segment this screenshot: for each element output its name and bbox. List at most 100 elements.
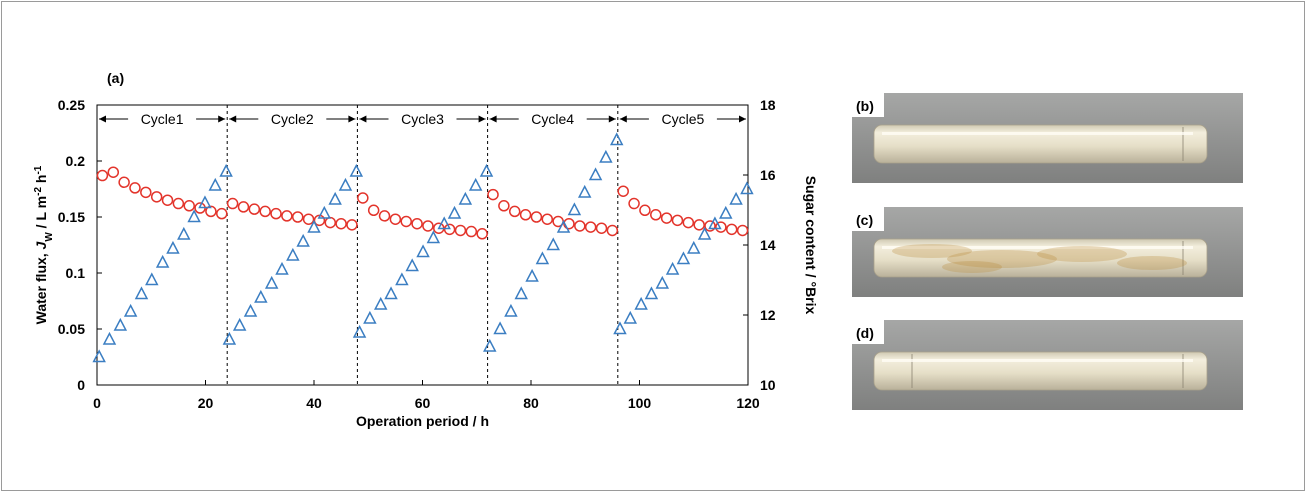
brix-point [416,244,430,258]
flux-point [367,204,380,217]
flux-point [248,203,261,215]
flux-point [628,197,640,210]
brix-point [479,163,494,177]
brix-point [708,216,722,230]
flux-point [639,204,651,217]
brix-point [514,286,528,300]
y-tick-label: 0.15 [58,209,85,225]
brix-point [719,205,733,219]
flux-point [595,222,608,234]
brix-point [395,272,409,286]
flux-point [140,186,152,199]
flux-point [606,224,619,237]
brix-point [208,177,223,191]
cycle-label-bg [258,110,327,128]
x-axis-label: Operation period / h [356,413,489,429]
flux-point [725,223,738,236]
flux-point [682,216,695,229]
flux-point [378,210,391,222]
y-axis-label: Water flux, JW / L m-2 h-1 [33,165,55,324]
brix-point [740,181,754,195]
flux-point [487,188,499,201]
flux-point [476,228,488,240]
flux-point [465,225,478,238]
flux-point [216,207,228,220]
panel-label: (a) [107,70,124,86]
brix-point [275,261,289,275]
tube [873,124,1208,164]
y-axis-label-part: h [33,175,49,187]
flux-point [357,192,369,204]
stain [1117,256,1187,270]
brix-point [102,331,117,345]
y-axis-label-part: / L m [33,196,49,232]
tube-highlight [882,132,1193,135]
brix-point [567,202,582,216]
x-tick-label: 120 [736,395,760,411]
brix-point [535,251,550,265]
flux-point [161,194,174,206]
brix-point [426,230,441,244]
flux-point [584,221,597,233]
brix-point [623,310,638,324]
flux-point [693,219,705,231]
flux-point [454,224,467,237]
flux-point [422,220,434,232]
brix-point [219,163,233,177]
brix-point [296,233,310,247]
flux-point [302,213,315,225]
stain [947,250,1057,268]
brix-point [177,226,191,240]
flux-point [508,205,521,218]
cycle-label-bg [648,110,717,128]
brix-point [232,317,247,331]
flux-point [335,217,347,230]
flux-point [150,191,163,203]
brix-point [504,303,518,317]
brix-point [187,209,201,223]
brix-point [384,286,398,300]
brix-point [198,195,212,209]
flux-point [237,201,250,213]
stain [892,244,972,258]
y2-tick-label: 10 [760,377,776,393]
flux-point [704,220,716,232]
brix-point [577,184,592,198]
brix-point [264,275,279,289]
cycle-label-bg [388,110,457,128]
y-axis-label-part: Water flux, [33,249,49,324]
flux-point [291,211,304,223]
brix-point [145,272,159,286]
brix-point [437,216,451,230]
brix-point [373,296,388,310]
brix-point [493,321,507,335]
brix-point [546,237,560,251]
brix-point [458,191,473,205]
brix-point [697,226,712,240]
cycle-label: Cycle5 [662,111,705,127]
x-tick-label: 80 [523,395,539,411]
brix-point [483,338,497,352]
brix-point [92,349,106,363]
cycle-label: Cycle1 [141,111,184,127]
y2-tick-label: 12 [760,307,776,323]
flux-point [259,205,271,218]
brix-point [644,286,659,300]
flux-point [183,200,195,212]
y-axis-label-part: W [44,232,55,242]
brix-point [317,205,332,219]
cycle-label: Cycle3 [401,111,444,127]
brix-point [328,191,342,205]
flux-point [129,182,141,194]
x-tick-label: 100 [628,395,652,411]
flux-point [519,209,532,221]
stain [1037,246,1127,262]
flux-point [660,212,673,224]
brix-point [166,240,180,254]
flux-point [715,221,727,233]
brix-point [687,240,701,254]
x-tick-label: 20 [198,395,214,411]
y-axis-label-part: -2 [33,187,44,196]
brix-point [599,149,613,163]
brix-point [588,167,603,181]
